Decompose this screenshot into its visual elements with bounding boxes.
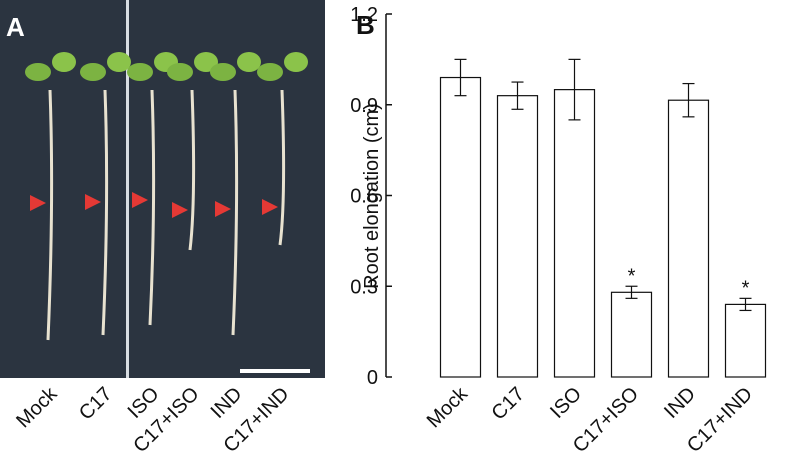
root-marker [30, 195, 46, 211]
lane-label: Mock [12, 382, 62, 432]
leaf [284, 52, 308, 72]
leaf [194, 52, 218, 72]
bar [724, 303, 767, 378]
root-marker [85, 194, 101, 210]
significance-mark: * [628, 265, 636, 287]
scale-bar [240, 369, 310, 373]
y-tick-label: 0 [367, 367, 378, 389]
x-tick-label: IND [660, 383, 700, 423]
leaf [80, 63, 106, 81]
root-marker [132, 192, 148, 208]
leaf [52, 52, 76, 72]
panel-label: B [356, 10, 375, 40]
bar [496, 95, 539, 378]
y-tick-label: 1.2 [350, 4, 378, 26]
photo-divider [126, 0, 129, 378]
y-tick-label: 0.9 [350, 95, 378, 117]
root [278, 89, 286, 246]
bar [439, 76, 482, 378]
root [148, 89, 156, 326]
y-tick-label: 0.3 [350, 276, 378, 298]
bar [667, 99, 710, 378]
x-tick-label: Mock [423, 382, 473, 432]
root [101, 89, 109, 336]
root [188, 89, 196, 251]
leaf [127, 63, 153, 81]
bar [610, 291, 653, 378]
y-tick-label: 0.6 [350, 186, 378, 208]
bar [553, 89, 596, 378]
panel-label: A [6, 12, 25, 42]
root-marker [172, 202, 188, 218]
lane-label: IND [207, 383, 247, 423]
lane-label: C17 [75, 383, 117, 425]
root [46, 89, 54, 341]
leaf [107, 52, 131, 72]
root-marker [262, 199, 278, 215]
root-marker [215, 201, 231, 217]
y-axis-label: Root elongation (cm) [361, 103, 383, 289]
x-tick-label: ISO [546, 383, 586, 423]
leaf [210, 63, 236, 81]
significance-mark: * [742, 277, 750, 299]
x-tick-label: C17 [488, 383, 530, 425]
leaf [237, 52, 261, 72]
leaf [25, 63, 51, 81]
leaf [257, 63, 283, 81]
root [231, 89, 239, 336]
leaf [167, 63, 193, 81]
